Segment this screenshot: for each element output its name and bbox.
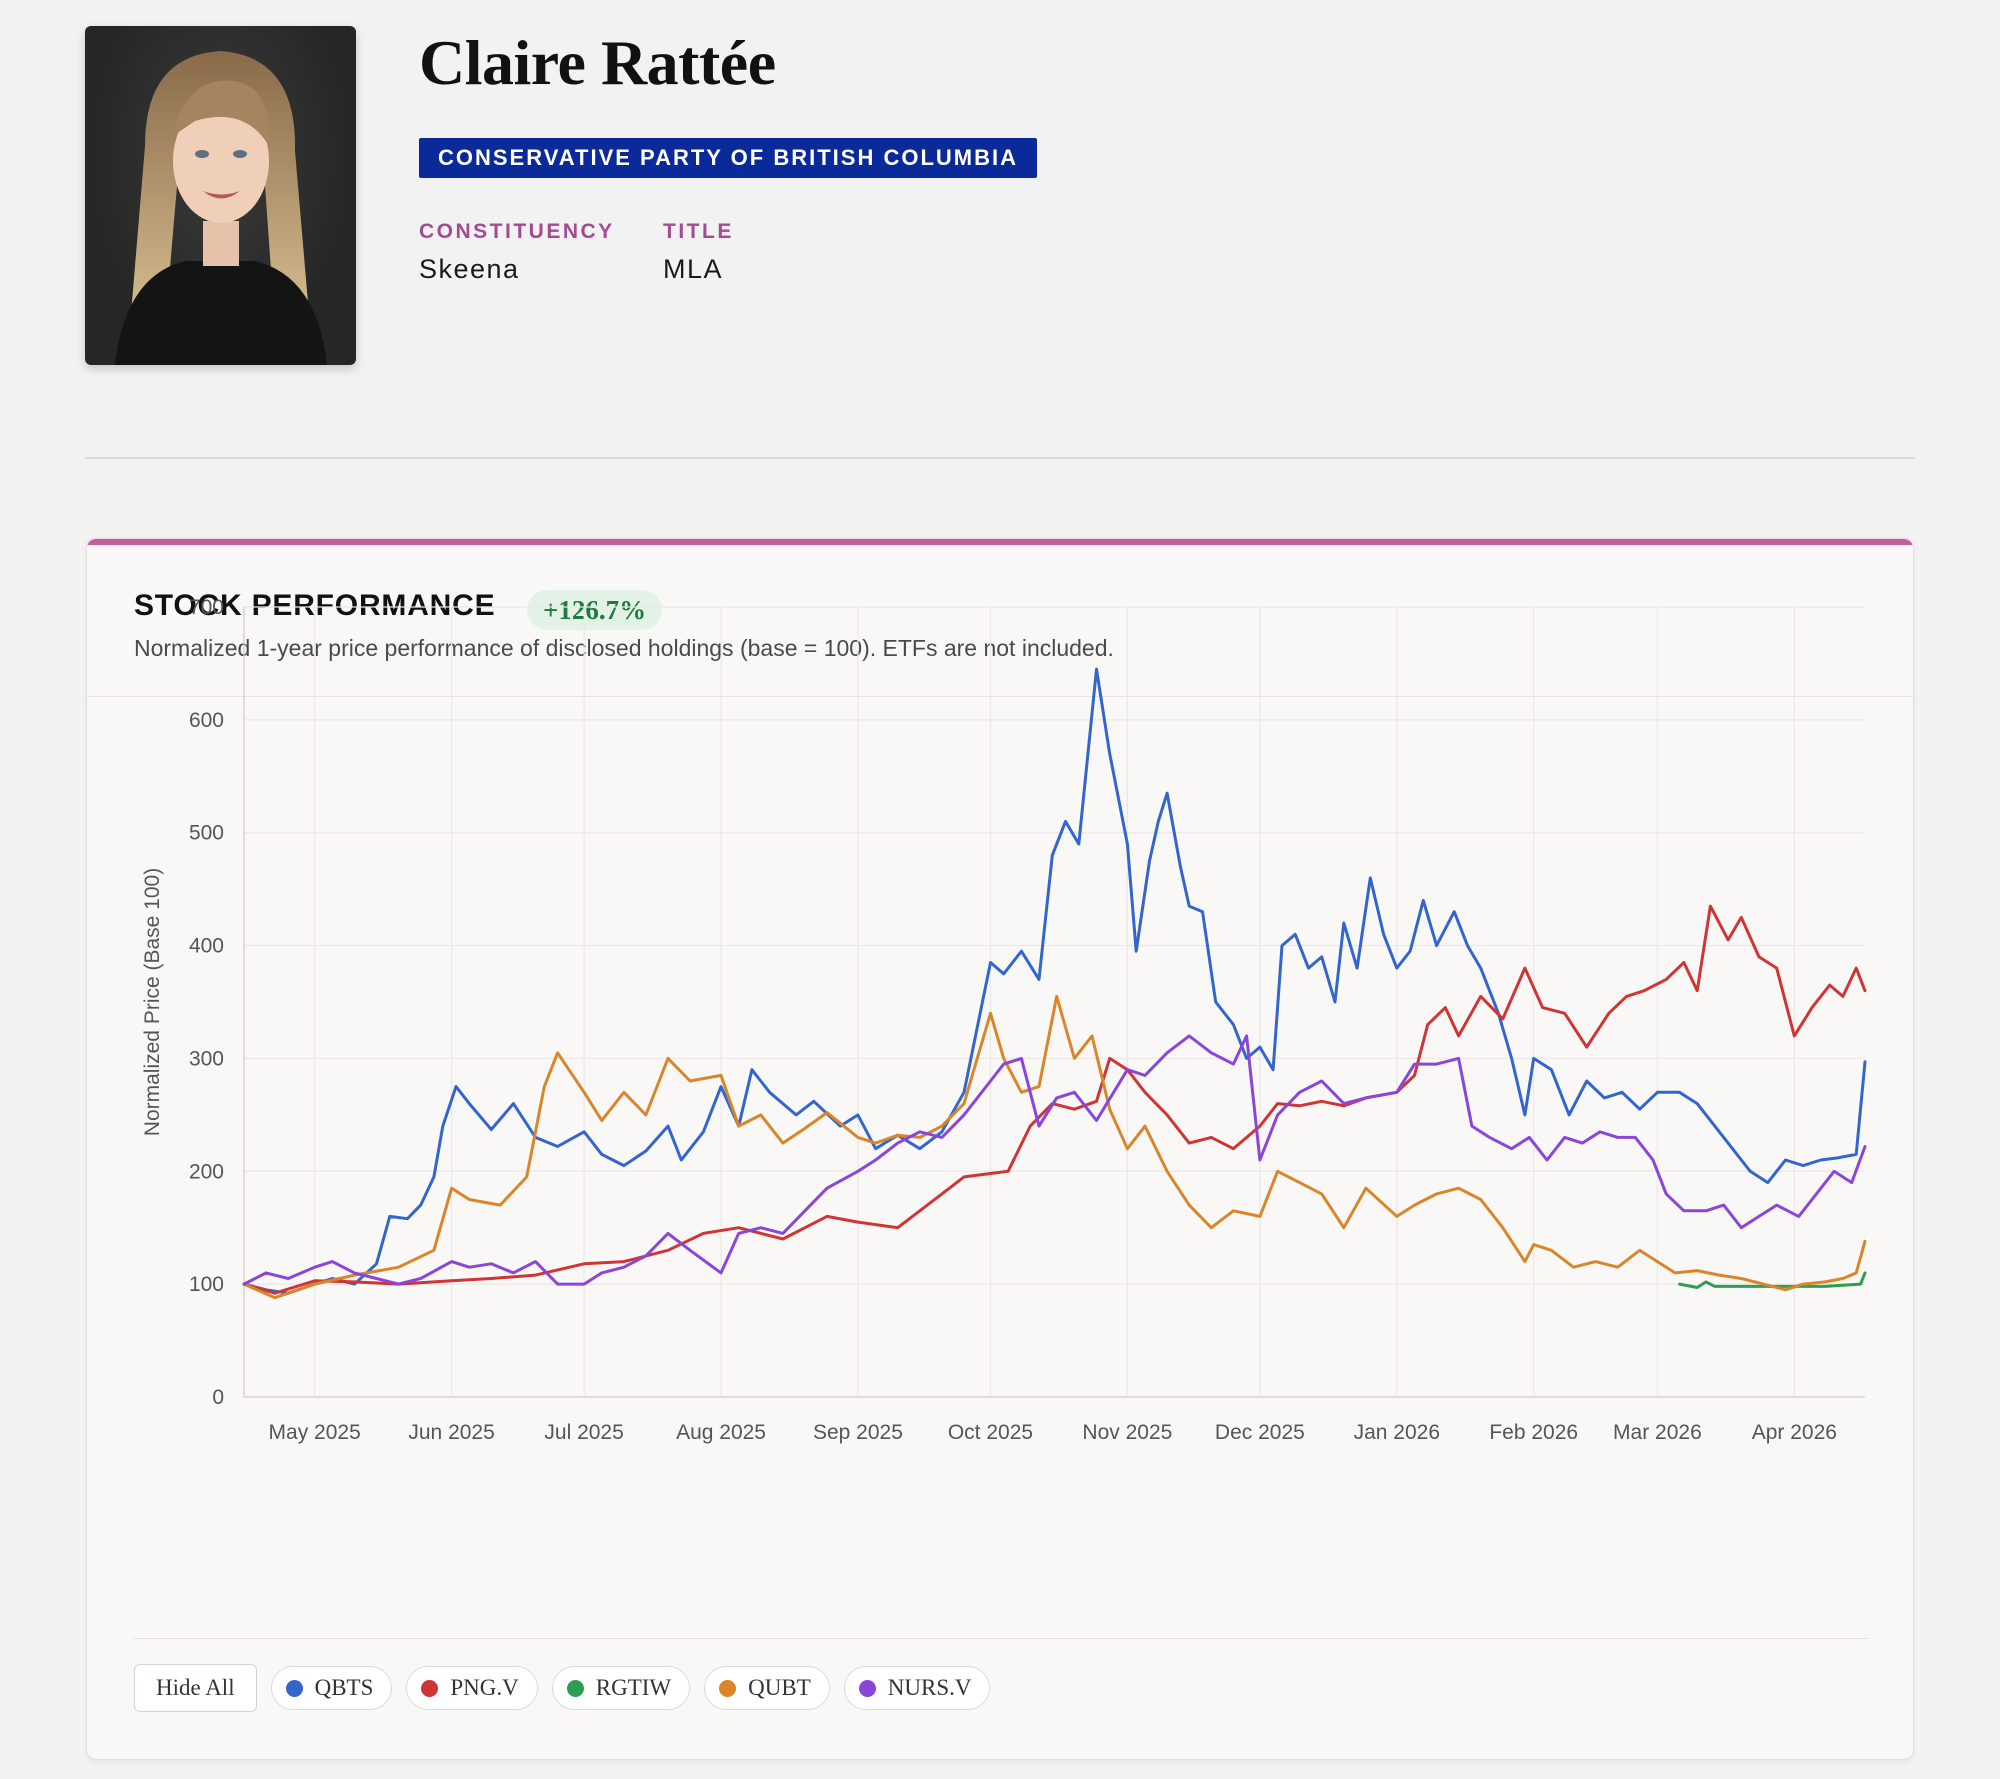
legend-label: PNG.V xyxy=(450,1675,519,1700)
portrait-illustration xyxy=(115,51,327,365)
section-divider xyxy=(85,457,1915,459)
y-tick-label: 500 xyxy=(189,822,224,845)
title-value: MLA xyxy=(663,254,724,284)
x-tick-label: Sep 2025 xyxy=(813,1421,903,1444)
card-accent-bar xyxy=(87,539,1913,545)
x-tick-label: Jul 2025 xyxy=(544,1421,623,1444)
x-tick-label: Jan 2026 xyxy=(1354,1421,1440,1444)
series-line-nurs-v xyxy=(242,1034,1867,1286)
profile-header: Claire Rattée CONSERVATIVE PARTY OF BRIT… xyxy=(85,26,1915,366)
legend-dot-icon xyxy=(858,1679,876,1697)
title-label: TITLE xyxy=(663,220,734,243)
constituency-value: Skeena xyxy=(419,254,520,284)
hide-all-button[interactable]: Hide All xyxy=(134,1664,257,1712)
y-tick-label: 100 xyxy=(189,1273,224,1296)
legend-label: QUBT xyxy=(748,1675,811,1700)
legend-divider xyxy=(134,1638,1868,1639)
legend-item-qbts[interactable]: QBTS xyxy=(270,1666,393,1710)
series-line-qbts xyxy=(242,667,1867,1295)
performance-badge: +126.7% xyxy=(527,590,663,630)
legend-label: RGTIW xyxy=(595,1675,672,1700)
y-tick-label: 600 xyxy=(189,709,224,732)
legend-item-qubt[interactable]: QUBT xyxy=(704,1666,830,1710)
y-tick-label: 200 xyxy=(189,1160,224,1183)
legend-label: NURS.V xyxy=(887,1675,972,1700)
x-tick-label: Jun 2025 xyxy=(408,1421,494,1444)
card-header-divider xyxy=(87,696,1913,697)
legend-dot-icon xyxy=(566,1679,584,1697)
legend-dot-icon xyxy=(421,1679,439,1697)
y-tick-label: 300 xyxy=(189,1047,224,1070)
legend-item-nurs-v[interactable]: NURS.V xyxy=(843,1666,991,1710)
y-tick-label: 400 xyxy=(189,935,224,958)
legend-dot-icon xyxy=(285,1679,303,1697)
legend-item-png-v[interactable]: PNG.V xyxy=(406,1666,538,1710)
card-subtitle: Normalized 1-year price performance of d… xyxy=(134,635,1114,661)
series-line-rgtiw xyxy=(1678,1271,1867,1289)
constituency-label: CONSTITUENCY xyxy=(419,220,615,243)
series-line-png-v xyxy=(242,904,1867,1295)
stock-performance-card: STOCK PERFORMANCE +126.7% Normalized 1-y… xyxy=(86,538,1914,1760)
x-tick-label: Mar 2026 xyxy=(1613,1421,1702,1444)
x-tick-label: Oct 2025 xyxy=(948,1421,1033,1444)
party-badge: CONSERVATIVE PARTY OF BRITISH COLUMBIA xyxy=(419,138,1037,178)
legend-dot-icon xyxy=(719,1679,737,1697)
legend-item-rgtiw[interactable]: RGTIW xyxy=(551,1666,691,1710)
profile-photo xyxy=(85,26,356,365)
legend-label: QBTS xyxy=(314,1675,374,1700)
stock-performance-chart: 0 100 200 300 400 500 600 700 May 2025 Jun 2025 Ju… xyxy=(141,596,1867,1444)
x-tick-label: Feb 2026 xyxy=(1489,1421,1578,1444)
x-tick-label: Dec 2025 xyxy=(1215,1421,1305,1444)
member-name: Claire Rattée xyxy=(419,27,776,98)
x-tick-label: May 2025 xyxy=(269,1421,361,1444)
x-tick-label: Aug 2025 xyxy=(676,1421,766,1444)
chart-legend: Hide All QBTS PNG.V RGTIW QUBT NURS.V xyxy=(134,1664,991,1712)
y-axis-label: Normalized Price (Base 100) xyxy=(141,868,164,1136)
y-tick-label: 0 xyxy=(212,1386,224,1409)
x-tick-label: Apr 2026 xyxy=(1752,1421,1837,1444)
x-tick-label: Nov 2025 xyxy=(1082,1421,1172,1444)
series-line-qubt xyxy=(242,994,1867,1300)
y-tick-label: 700 xyxy=(189,596,224,619)
